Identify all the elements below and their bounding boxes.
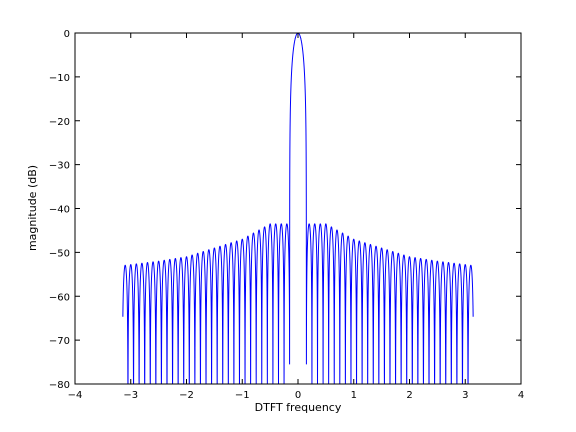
- x-tick-label: −4: [68, 390, 83, 401]
- x-tick-label: 0: [295, 390, 301, 401]
- x-axis-label: DTFT frequency: [255, 401, 342, 414]
- y-tick-label: −70: [49, 336, 70, 347]
- y-tick-label: 0: [64, 29, 70, 40]
- y-tick-label: −30: [49, 161, 70, 172]
- x-tick-label: 4: [518, 390, 524, 401]
- y-tick-label: −50: [49, 248, 70, 259]
- y-tick-label: −80: [49, 380, 70, 391]
- y-tick-label: −40: [49, 205, 70, 216]
- x-tick-label: 1: [351, 390, 357, 401]
- x-tick-label: −1: [235, 390, 250, 401]
- x-tick-label: −2: [179, 390, 194, 401]
- x-tick-label: −3: [123, 390, 138, 401]
- x-tick-label: 2: [406, 390, 412, 401]
- y-axis-ticks: 0 −10 −20 −30 −40 −50 −60 −70 −80: [49, 29, 521, 391]
- x-axis-ticks: −4 −3 −2 −1 0 1 2 3 4: [68, 33, 524, 401]
- y-axis-label: magnitude (dB): [26, 165, 39, 251]
- y-tick-label: −60: [49, 292, 70, 303]
- x-tick-label: 3: [462, 390, 468, 401]
- y-tick-label: −10: [49, 73, 70, 84]
- y-tick-label: −20: [49, 117, 70, 128]
